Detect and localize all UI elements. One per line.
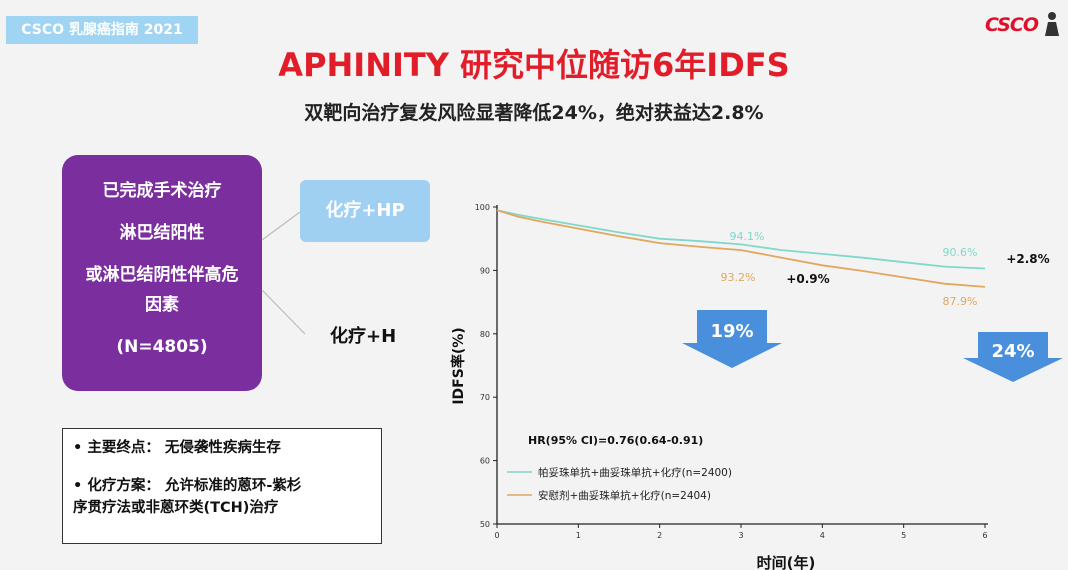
x-tick-label: 3 xyxy=(738,531,743,540)
study-notes: • 主要终点： 无侵袭性疾病生存 • 化疗方案： 允许标准的蒽环-紫杉 序贯疗法… xyxy=(62,428,382,544)
risk-label-3y: 19% xyxy=(710,321,753,342)
csco-logo: CSCO xyxy=(984,14,1039,36)
risk-arrow-3y xyxy=(682,310,782,368)
hazard-ratio: HR(95% CI)=0.76(0.64-0.91) xyxy=(528,434,703,447)
label-h-6y: 87.9% xyxy=(943,295,978,308)
series-line-h xyxy=(496,209,986,288)
x-tick-label: 6 xyxy=(982,531,987,540)
legend-h: 安慰剂+曲妥珠单抗+化疗(n=2404) xyxy=(538,489,711,502)
arm-chemo-hp: 化疗+HP xyxy=(300,180,430,242)
label-diff-3y: +0.9% xyxy=(786,272,829,286)
cohort-box: 已完成手术治疗 淋巴结阳性 或淋巴结阴性伴高危 因素 (N=4805) xyxy=(62,155,262,391)
cohort-line: 淋巴结阳性 xyxy=(119,223,205,243)
arm-chemo-h: 化疗+H xyxy=(330,326,397,347)
cohort-line: 或淋巴结阴性伴高危 xyxy=(85,265,239,285)
legend-hp: 帕妥珠单抗+曲妥珠单抗+化疗(n=2400) xyxy=(538,466,732,479)
logo-figure-icon xyxy=(1045,12,1059,36)
y-axis-label: IDFS率(%) xyxy=(450,327,467,404)
cohort-line: 因素 xyxy=(145,295,179,315)
cohort-line: 已完成手术治疗 xyxy=(102,181,222,201)
y-tick-label: 100 xyxy=(475,203,490,212)
guide-tag: CSCO 乳腺癌指南 2021 xyxy=(6,16,198,44)
y-tick-label: 60 xyxy=(480,457,490,466)
x-tick-label: 1 xyxy=(576,531,581,540)
label-hp-3y: 94.1% xyxy=(730,230,765,243)
y-tick-label: 50 xyxy=(480,520,490,529)
chemo-regimen-cont: 序贯疗法或非蒽环类(TCH)治疗 xyxy=(73,500,279,516)
primary-endpoint: • 主要终点： 无侵袭性疾病生存 xyxy=(73,440,281,456)
chemo-regimen: • 化疗方案： 允许标准的蒽环-紫杉 xyxy=(73,478,302,494)
risk-label-6y: 24% xyxy=(991,341,1034,362)
page-title: APHINITY 研究中位随访6年IDFS xyxy=(278,46,790,84)
page-subtitle: 双靶向治疗复发风险显著降低24%，绝对获益达2.8% xyxy=(304,102,764,124)
x-tick-label: 2 xyxy=(657,531,662,540)
risk-arrow-6y xyxy=(963,332,1063,382)
y-tick-label: 90 xyxy=(480,266,490,275)
x-tick-label: 4 xyxy=(820,531,825,540)
y-tick-label: 80 xyxy=(480,330,490,339)
x-tick-label: 5 xyxy=(901,531,906,540)
x-tick-label: 0 xyxy=(494,531,499,540)
label-hp-6y: 90.6% xyxy=(943,246,978,259)
x-axis-label: 时间(年) xyxy=(757,554,816,570)
cohort-n: (N=4805) xyxy=(116,337,208,357)
y-tick-label: 70 xyxy=(480,393,490,402)
series-line-hp xyxy=(496,209,986,270)
label-diff-6y: +2.8% xyxy=(1006,252,1049,266)
label-h-3y: 93.2% xyxy=(721,271,756,284)
